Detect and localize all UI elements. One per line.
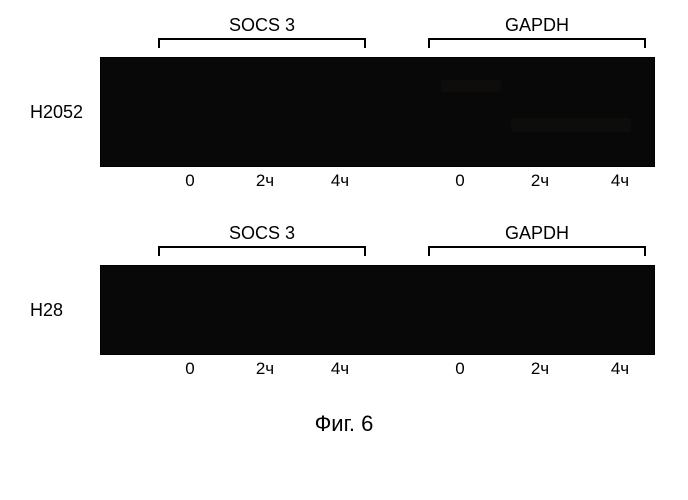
panel-headers: SOCS 3 GAPDH [100,15,658,55]
header-label: SOCS 3 [158,15,366,36]
header-label: GAPDH [428,15,646,36]
gel-panel-1: SOCS 3 GAPDH H28 0 2ч 4ч 0 2ч 4ч [30,223,658,381]
figure-caption: Фиг. 6 [30,411,658,437]
row-label: H2052 [30,102,100,123]
bracket-icon [158,38,366,48]
gel-image [100,57,655,167]
gel-panel-0: SOCS 3 GAPDH H2052 0 2ч 4ч 0 2ч 4ч [30,15,658,193]
timepoint-label: 4ч [600,359,640,379]
gel-row: H28 [30,265,658,355]
timepoint-label: 0 [170,171,210,191]
gel-band [511,118,631,132]
timepoint-label: 2ч [520,359,560,379]
timepoint-label: 0 [440,359,480,379]
timepoint-label: 2ч [245,171,285,191]
header-label: SOCS 3 [158,223,366,244]
timepoint-group: 0 2ч 4ч [170,359,360,379]
header-group-0: SOCS 3 [158,223,366,256]
timepoint-label: 4ч [600,171,640,191]
header-group-1: GAPDH [428,223,646,256]
bracket-icon [428,246,646,256]
timepoint-label: 2ч [520,171,560,191]
timepoints-row: 0 2ч 4ч 0 2ч 4ч [100,171,658,193]
timepoint-group: 0 2ч 4ч [440,359,640,379]
header-group-0: SOCS 3 [158,15,366,48]
bracket-icon [428,38,646,48]
timepoint-label: 0 [440,171,480,191]
timepoint-group: 0 2ч 4ч [440,171,640,191]
timepoints-row: 0 2ч 4ч 0 2ч 4ч [100,359,658,381]
timepoint-label: 0 [170,359,210,379]
header-label: GAPDH [428,223,646,244]
row-label: H28 [30,300,100,321]
bracket-icon [158,246,366,256]
timepoint-label: 4ч [320,359,360,379]
timepoint-label: 2ч [245,359,285,379]
header-group-1: GAPDH [428,15,646,48]
timepoint-group: 0 2ч 4ч [170,171,360,191]
panel-headers: SOCS 3 GAPDH [100,223,658,263]
gel-image [100,265,655,355]
gel-row: H2052 [30,57,658,167]
timepoint-label: 4ч [320,171,360,191]
gel-band [441,80,501,92]
